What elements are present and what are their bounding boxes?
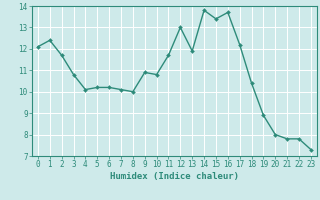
X-axis label: Humidex (Indice chaleur): Humidex (Indice chaleur) bbox=[110, 172, 239, 181]
